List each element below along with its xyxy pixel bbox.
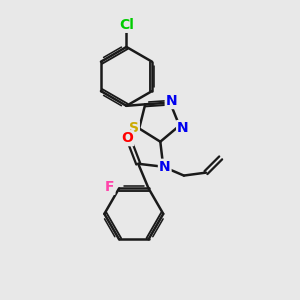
Text: N: N bbox=[166, 94, 177, 108]
Text: N: N bbox=[177, 121, 189, 135]
Text: F: F bbox=[105, 180, 114, 194]
Text: S: S bbox=[129, 122, 139, 136]
Text: O: O bbox=[122, 131, 133, 145]
Text: N: N bbox=[159, 160, 170, 174]
Text: Cl: Cl bbox=[119, 18, 134, 32]
